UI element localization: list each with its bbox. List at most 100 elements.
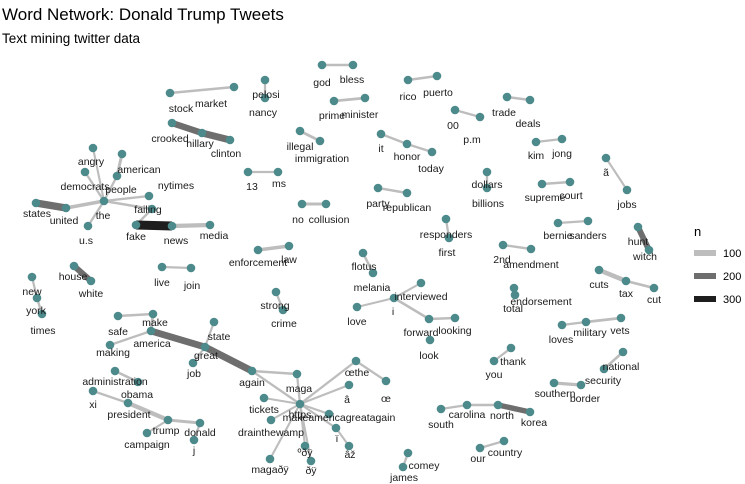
- node-label-deals: deals: [515, 118, 540, 130]
- node-american: [117, 149, 127, 159]
- node-label-country: country: [488, 447, 523, 459]
- node-puerto: [432, 71, 442, 81]
- edge-military-vets: [585, 316, 622, 324]
- node-label-today: today: [418, 163, 444, 175]
- edge-america-great: [150, 327, 206, 351]
- node-south: [436, 404, 446, 414]
- node-label-tax: tax: [619, 288, 634, 300]
- node-north: [493, 400, 503, 410]
- edge-prime-minister: [333, 96, 366, 103]
- node-label-look: look: [419, 350, 439, 362]
- node-country: [499, 436, 509, 446]
- node-join: [186, 263, 196, 273]
- edge-the-us: [86, 200, 106, 227]
- node-label-republican: republican: [383, 202, 432, 214]
- node-label-total: total: [503, 303, 523, 315]
- node-label-interviewed: interviewed: [394, 291, 447, 303]
- edge-the-failing: [103, 199, 153, 211]
- edge-a-jobs: [605, 157, 628, 191]
- node-immigration: [315, 136, 325, 146]
- node-the: [99, 196, 109, 206]
- node-label-sym: œ: [381, 393, 391, 405]
- edge-angry-the: [91, 147, 106, 202]
- node-minister: [360, 93, 370, 103]
- node-kim: [531, 137, 541, 147]
- node-failing: [147, 204, 157, 214]
- node-label-vets: vets: [610, 325, 629, 337]
- edge-rico-puerto: [407, 74, 438, 82]
- node-label-pm: p.m: [463, 134, 481, 146]
- node-label-security: security: [585, 375, 622, 387]
- node-label-responders: responders: [420, 229, 473, 241]
- node-southern: [549, 378, 559, 388]
- node-vets: [616, 313, 626, 323]
- node-cuts: [594, 265, 604, 275]
- node-label-the: œthe: [345, 367, 370, 379]
- node-bernie: [553, 218, 563, 228]
- node-hillary: [197, 128, 207, 138]
- edge-maga-https: [295, 373, 302, 405]
- node-united: [61, 203, 71, 213]
- edge-again-https: [251, 370, 301, 405]
- node-republican: [402, 188, 412, 198]
- edges-layer: [30, 63, 655, 468]
- node-no: [297, 199, 307, 209]
- edge-kim-jong: [535, 137, 563, 144]
- edge-love-i: [356, 296, 395, 309]
- node-y: [306, 456, 316, 466]
- node-responders: [441, 214, 451, 224]
- node-maga: [292, 369, 302, 379]
- node-job: [188, 358, 198, 368]
- node-label-news: news: [164, 235, 189, 247]
- node-label-fake: fake: [126, 231, 146, 243]
- node-label-00: 00: [447, 120, 459, 132]
- nodes-layer: [27, 60, 659, 472]
- edge-north-korea: [497, 402, 531, 415]
- node-label-join: join: [183, 280, 201, 292]
- node-president: [123, 398, 133, 408]
- legend-title: n: [694, 224, 701, 239]
- node-label-angry: angry: [78, 156, 105, 168]
- node-james: [398, 462, 408, 472]
- node-label-supreme: supreme: [525, 192, 566, 204]
- node-total: [510, 290, 520, 300]
- edge-https-makeamericagreatagain: [299, 403, 330, 415]
- edge-https-magay: [269, 403, 301, 460]
- node-enforcement: [253, 245, 263, 255]
- node-label-house: house: [59, 271, 88, 283]
- edge-hillary-clinton: [201, 129, 231, 144]
- node-trade: [502, 92, 512, 102]
- node-trump: [163, 415, 173, 425]
- node-new: [27, 272, 37, 282]
- node-label-maga: maga: [286, 383, 312, 395]
- legend-label-100: 100: [723, 248, 741, 260]
- node-label-obama: obama: [121, 389, 153, 401]
- node-label-north: north: [490, 410, 514, 422]
- edge-https-the: [299, 360, 357, 405]
- node-flotus: [358, 248, 368, 258]
- node-sym: [381, 376, 391, 386]
- node-safe: [113, 311, 123, 321]
- node-prime: [329, 96, 339, 106]
- edge-interviewed-i: [393, 282, 422, 299]
- node-us: [83, 221, 93, 231]
- node-jobs: [622, 185, 632, 195]
- edge-united-the: [65, 199, 105, 210]
- node-label-melania: melania: [354, 282, 391, 294]
- edge-forward-looking: [428, 316, 456, 321]
- edge-https-drainthewamp: [270, 403, 301, 421]
- node-state: [209, 317, 219, 327]
- node-a: [344, 380, 354, 390]
- node-states: [31, 198, 41, 208]
- node-label-enforcement: enforcement: [229, 257, 287, 269]
- node-label-looking: looking: [438, 325, 471, 337]
- edge-it-honor: [380, 132, 408, 146]
- legend-label-200: 200: [723, 271, 741, 283]
- node-media: [205, 220, 215, 230]
- node-today: [427, 147, 437, 157]
- node-law: [284, 241, 294, 251]
- node-sanders: [583, 216, 593, 226]
- node-label-y: ðÿ: [305, 465, 317, 477]
- node-you: [489, 356, 499, 366]
- node-court: [565, 177, 575, 187]
